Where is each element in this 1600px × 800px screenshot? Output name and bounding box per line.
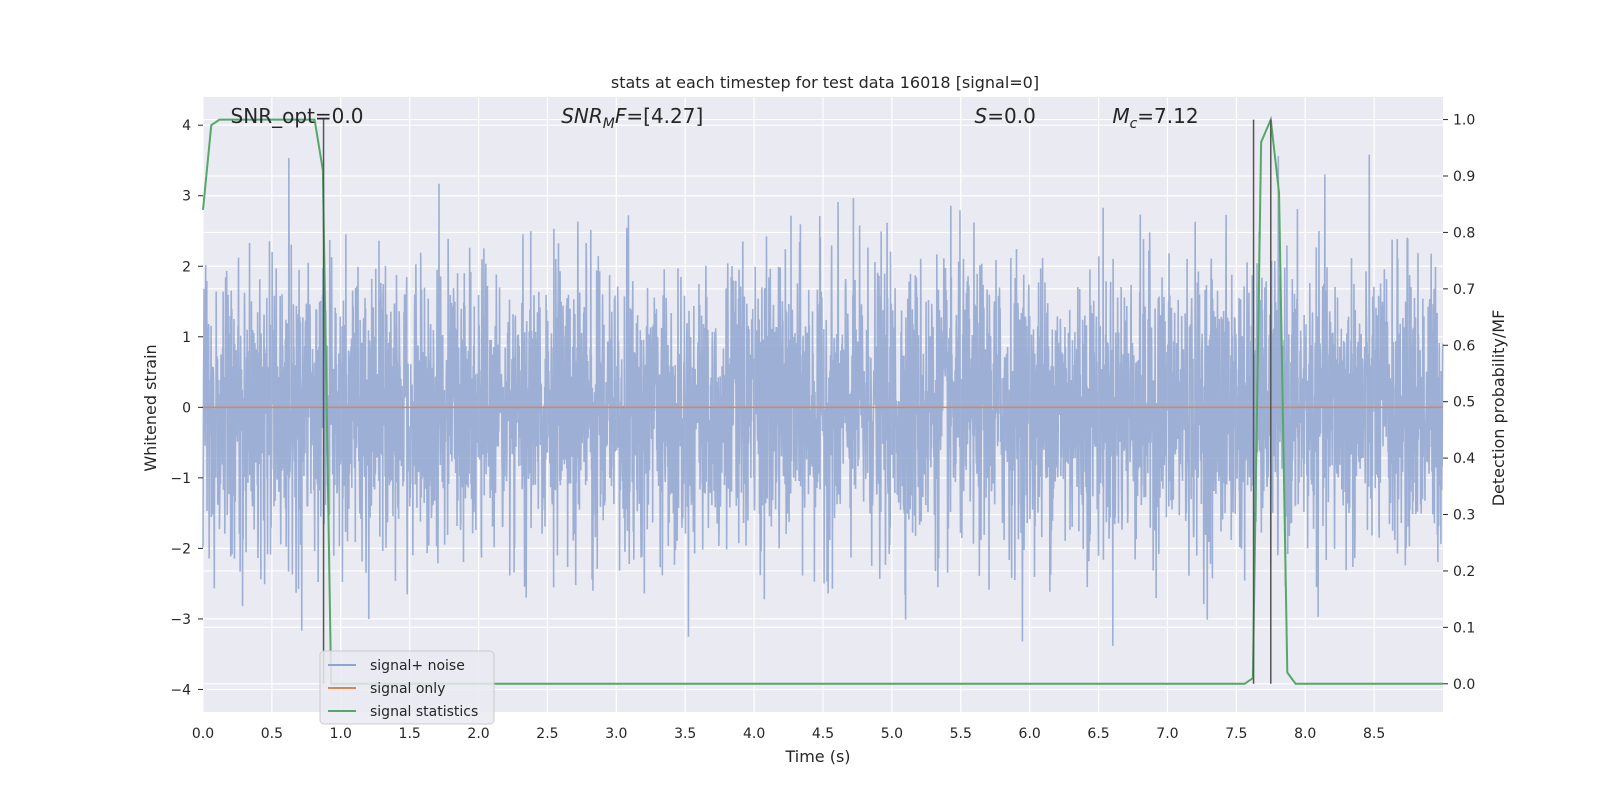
x-tick-label: 8.5 <box>1363 726 1385 742</box>
y-right-tick-label: 0.0 <box>1453 677 1475 693</box>
stat-annotation: S=0.0 <box>975 104 1036 128</box>
y-right-tick-label: 0.1 <box>1453 620 1475 636</box>
y-tick-label: −3 <box>170 612 191 628</box>
legend-entry: signal only <box>370 681 445 697</box>
tick-labels: 0.0 0.5 1.0 1.5 2.0 2.5 3.0 3.5 4.0 4.5 5.0 5.5 6.0 6… <box>170 113 1475 742</box>
x-tick-label: 0.5 <box>261 726 283 742</box>
y-axis-label: Whitened strain <box>141 344 160 471</box>
y-tick-label: 4 <box>182 118 191 134</box>
x-tick-label: 7.0 <box>1156 726 1178 742</box>
y-right-tick-label: 0.7 <box>1453 282 1475 298</box>
y-right-tick-label: 0.9 <box>1453 169 1475 185</box>
y-tick-label: 2 <box>182 259 191 275</box>
x-tick-label: 3.0 <box>605 726 627 742</box>
y-tick-label: −2 <box>170 541 191 557</box>
chart-title: stats at each timestep for test data 160… <box>611 73 1039 92</box>
x-tick-label: 5.0 <box>881 726 903 742</box>
stat-annotation: Mc=7.12 <box>1112 104 1198 132</box>
y-tick-label: 1 <box>182 330 191 346</box>
x-tick-label: 6.0 <box>1019 726 1041 742</box>
y-right-tick-label: 1.0 <box>1453 113 1475 129</box>
x-tick-label: 2.0 <box>467 726 489 742</box>
y-right-tick-label: 0.5 <box>1453 395 1475 411</box>
legend-box <box>319 650 495 725</box>
stat-annotation: SNRMF=[4.27] <box>561 104 703 132</box>
y-right-tick-label: 0.8 <box>1453 225 1475 241</box>
series-layer <box>202 115 1443 685</box>
x-tick-label: 4.0 <box>743 726 765 742</box>
legend: signal+ noise signal only signal statistic… <box>319 650 495 725</box>
y-tick-label: 0 <box>182 400 191 416</box>
signal-noise-line <box>202 154 1444 646</box>
y-tick-label: −1 <box>170 471 191 487</box>
signal-statistics-line <box>202 115 1443 685</box>
signal-noise-series <box>202 154 1444 646</box>
legend-entry: signal statistics <box>370 704 478 720</box>
y-right-tick-label: 0.2 <box>1453 564 1475 580</box>
y-tick-label: 3 <box>182 189 191 205</box>
y-right-tick-label: 0.6 <box>1453 338 1475 354</box>
x-tick-label: 1.0 <box>330 726 352 742</box>
x-tick-label: 4.5 <box>812 726 834 742</box>
y-right-tick-label: 0.3 <box>1453 508 1475 524</box>
x-tick-label: 2.5 <box>536 726 558 742</box>
x-tick-label: 8.0 <box>1294 726 1316 742</box>
x-tick-label: 1.5 <box>399 726 421 742</box>
vertical-markers <box>322 119 1272 684</box>
y-tick-label: −4 <box>170 682 191 698</box>
x-tick-label: 0.0 <box>192 726 214 742</box>
legend-entry: signal+ noise <box>370 658 465 674</box>
x-tick-label: 5.5 <box>950 726 972 742</box>
x-tick-label: 3.5 <box>674 726 696 742</box>
y-right-tick-label: 0.4 <box>1453 451 1475 467</box>
stat-annotation: SNR_opt=0.0 <box>231 104 364 128</box>
x-tick-label: 7.5 <box>1225 726 1247 742</box>
annotations: SNR_opt=0.0 SNRMF=[4.27] S=0.0 Mc=7.12 <box>231 104 1199 132</box>
x-tick-label: 6.5 <box>1087 726 1109 742</box>
right-y-axis-label: Detection probability/MF <box>1489 310 1508 507</box>
x-axis-label: Time (s) <box>784 747 850 766</box>
